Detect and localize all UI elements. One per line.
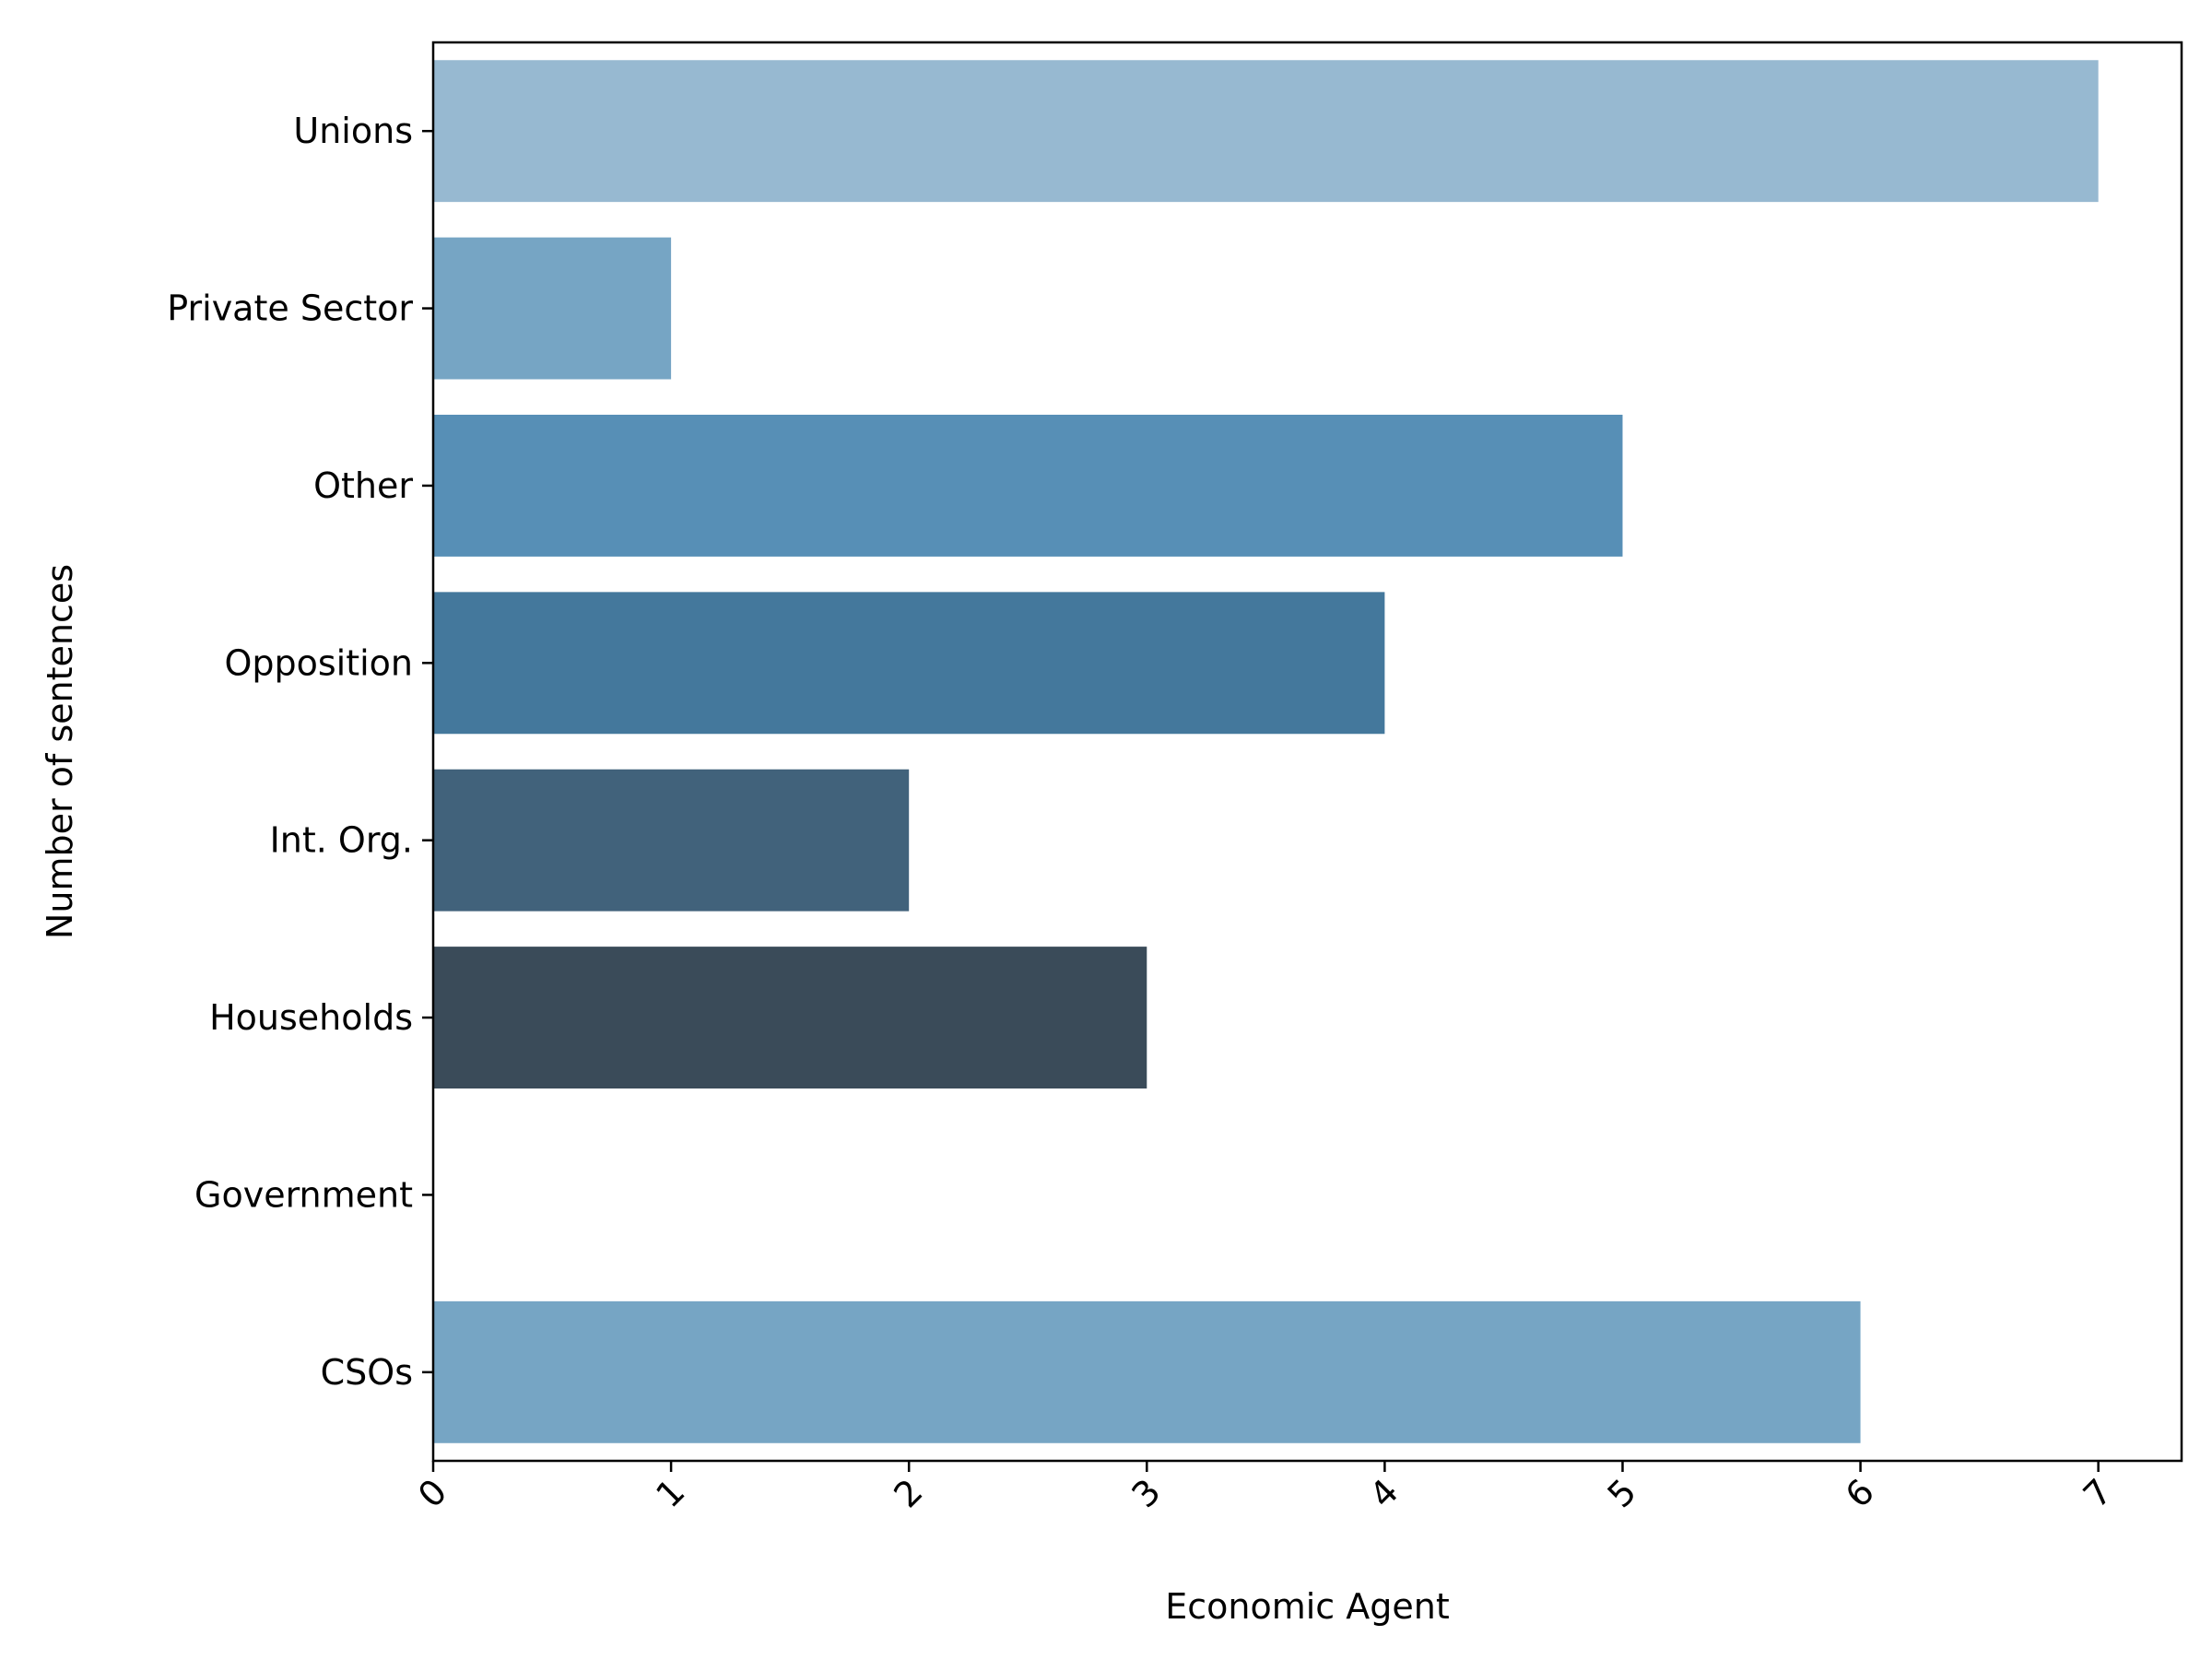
bar-other [433,414,1623,557]
x-tick-label: 2 [886,1471,930,1515]
y-tick-label: Other [313,465,413,506]
y-tick-label: Government [194,1174,413,1215]
y-tick-label: CSOs [321,1352,413,1393]
y-tick-label: Households [209,997,413,1038]
y-tick-label: Unions [293,111,413,151]
y-axis-label: Number of sentences [40,564,80,939]
bar-opposition [433,592,1385,735]
plot-frame [431,41,2183,1463]
y-tick-label: Int. Org. [270,820,413,861]
bar-int-org [433,769,910,912]
x-tick-label: 5 [1600,1471,1644,1515]
bar-csos [433,1300,1861,1443]
y-axis-ticks: Unions Private Sector Other Opposition Int. … [167,111,433,1393]
x-tick-label: 7 [2076,1471,2120,1515]
x-tick-label: 0 [410,1471,454,1515]
y-tick-label: Private Sector [167,288,413,329]
x-tick-label: 3 [1124,1471,1168,1515]
x-tick-label: 1 [648,1471,692,1515]
bar-households [433,947,1147,1089]
x-axis-ticks: 0 1 2 3 4 5 6 7 [410,1461,2120,1515]
bar-unions [433,60,2099,203]
x-tick-label: 4 [1362,1471,1406,1515]
bar-private-sector [433,237,672,380]
y-tick-label: Opposition [224,642,413,683]
bars-group [433,60,2099,1443]
x-axis-label: Economic Agent [1165,1586,1450,1627]
x-tick-label: 6 [1838,1471,1882,1515]
